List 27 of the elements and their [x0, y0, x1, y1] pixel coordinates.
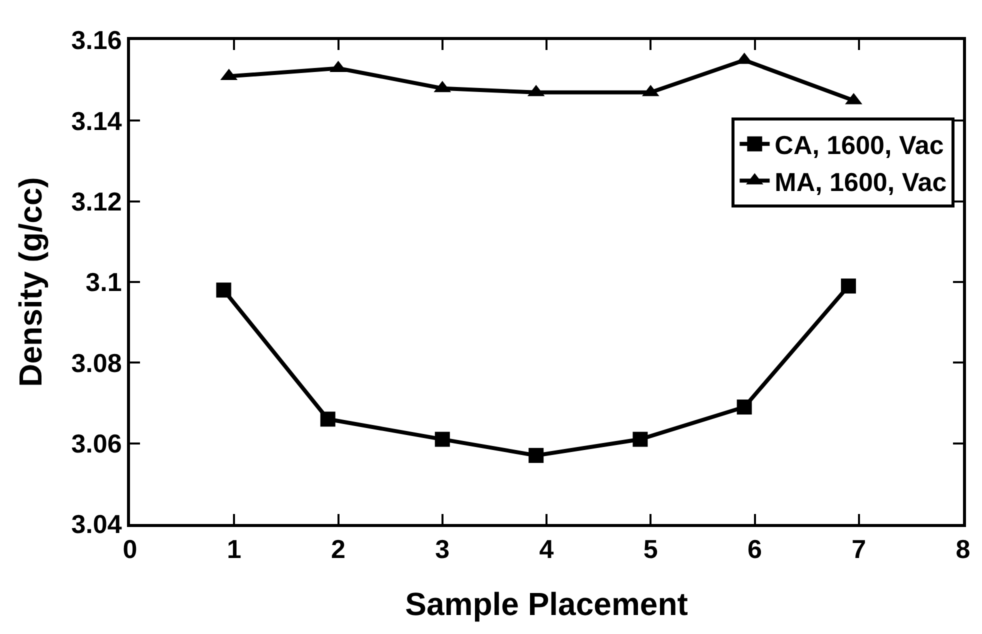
x-tick-label: 6	[748, 534, 762, 564]
y-tick-label: 3.04	[71, 509, 122, 540]
x-axis-title: Sample Placement	[405, 586, 688, 622]
y-tick-label: 3.1	[86, 267, 122, 298]
point	[320, 412, 336, 427]
x-tick-label: 1	[226, 534, 242, 564]
y-tick-label: 3.16	[71, 25, 122, 56]
y-tick-label: 3.06	[71, 428, 122, 458]
y-axis-title: Density (g/cc)	[12, 177, 48, 387]
point	[632, 432, 648, 447]
x-tick-label: 8	[956, 534, 970, 564]
legend-label: MA, 1600, Vac	[774, 166, 947, 197]
x-tick-label: 4	[539, 534, 554, 564]
point	[840, 278, 856, 294]
y-tick-label: 3.14	[71, 106, 122, 136]
x-tick-label: 5	[643, 534, 658, 564]
point	[216, 282, 232, 298]
y-tick-label: 3.12	[71, 186, 122, 216]
point	[528, 448, 544, 463]
x-tick-label: 7	[852, 534, 866, 564]
x-tick-label: 0	[122, 534, 138, 564]
y-tick-label: 3.08	[71, 348, 122, 378]
point	[736, 400, 752, 415]
x-tick-label: 3	[435, 534, 450, 564]
legend-label: CA, 1600, Vac	[774, 130, 944, 160]
x-tick-label: 2	[331, 534, 346, 564]
point	[434, 432, 450, 447]
